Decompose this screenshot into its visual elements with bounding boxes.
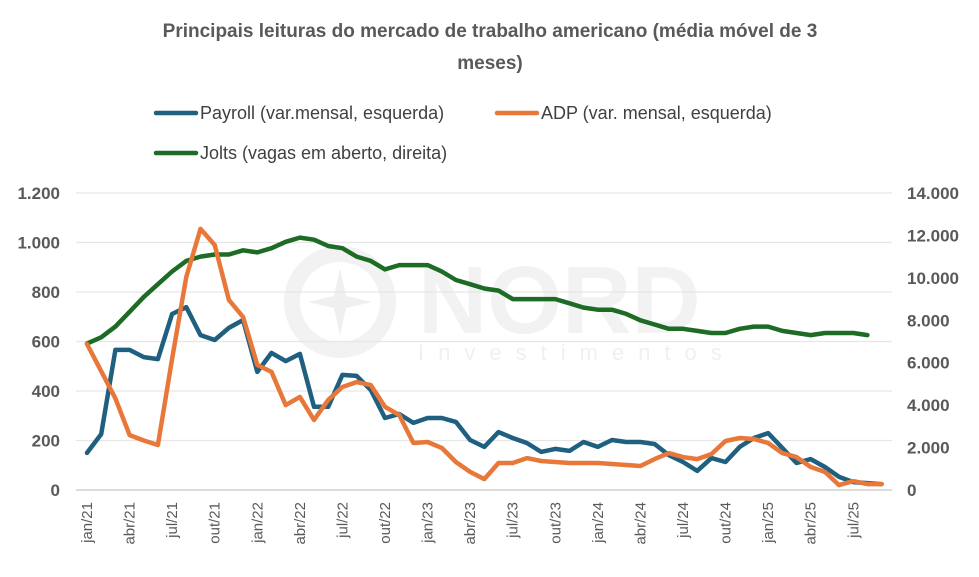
- y-right-tick-label: 4.000: [907, 396, 950, 415]
- series-line-payroll: [84, 304, 884, 487]
- watermark-star-icon: [308, 268, 372, 336]
- x-tick-label: abr/24: [632, 502, 649, 545]
- x-tick-label: jan/21: [79, 502, 96, 544]
- watermark-logo-icon: [284, 246, 396, 358]
- series-lines: [84, 226, 884, 488]
- y-axis-right: 0 2.000 4.000 6.000 8.000 10.000 12.000 14.000: [907, 184, 959, 500]
- y-right-tick-label: 8.000: [907, 311, 950, 330]
- y-left-tick-label: 1.200: [17, 184, 60, 203]
- x-tick-label: jul/24: [675, 502, 692, 539]
- y-left-tick-label: 800: [32, 283, 60, 302]
- y-right-tick-label: 12.000: [907, 226, 959, 245]
- y-right-tick-label: 0: [907, 481, 916, 500]
- x-tick-label: out/23: [547, 502, 564, 544]
- legend-label-adp: ADP (var. mensal, esquerda): [541, 103, 772, 123]
- legend-label-jolts: Jolts (vagas em aberto, direita): [200, 143, 447, 163]
- chart-title-line-2: meses): [457, 53, 523, 74]
- x-tick-label: abr/25: [803, 502, 820, 545]
- series-line-adp: [84, 226, 884, 488]
- x-tick-label: jul/23: [505, 502, 522, 539]
- y-left-tick-label: 600: [32, 333, 60, 352]
- y-left-tick-label: 0: [51, 481, 60, 500]
- x-tick-label: abr/22: [292, 502, 309, 545]
- watermark-sub: Investimentos: [418, 340, 736, 365]
- watermark: NORD Investimentos: [284, 246, 736, 365]
- x-tick-label: jan/23: [420, 502, 437, 544]
- x-tick-label: abr/21: [122, 502, 139, 545]
- y-left-tick-label: 1.000: [17, 234, 60, 253]
- y-right-tick-label: 6.000: [907, 354, 950, 373]
- y-right-tick-label: 2.000: [907, 439, 950, 458]
- y-axis-left: 0 200 400 600 800 1.000 1.200: [17, 184, 60, 500]
- legend: Payroll (var.mensal, esquerda) ADP (var.…: [153, 103, 772, 163]
- x-tick-label: jul/22: [334, 502, 351, 539]
- x-tick-label: jan/25: [760, 502, 777, 544]
- x-tick-label: jan/24: [590, 502, 607, 544]
- x-tick-label: out/24: [718, 502, 735, 544]
- y-left-tick-label: 200: [32, 432, 60, 451]
- y-left-tick-label: 400: [32, 382, 60, 401]
- x-tick-label: out/22: [377, 502, 394, 544]
- x-tick-label: jan/22: [249, 502, 266, 544]
- x-tick-label: abr/23: [462, 502, 479, 545]
- x-tick-label: jul/25: [845, 502, 862, 539]
- legend-label-payroll: Payroll (var.mensal, esquerda): [200, 103, 444, 123]
- x-tick-label: jul/21: [164, 502, 181, 539]
- x-tick-label: out/21: [207, 502, 224, 544]
- x-axis: jan/21 abr/21 jul/21 out/21 jan/22 abr/22 jul/…: [79, 502, 862, 545]
- chart-title-line-1: Principais leituras do mercado de trabal…: [163, 21, 818, 42]
- y-right-tick-label: 10.000: [907, 269, 959, 288]
- y-right-tick-label: 14.000: [907, 184, 959, 203]
